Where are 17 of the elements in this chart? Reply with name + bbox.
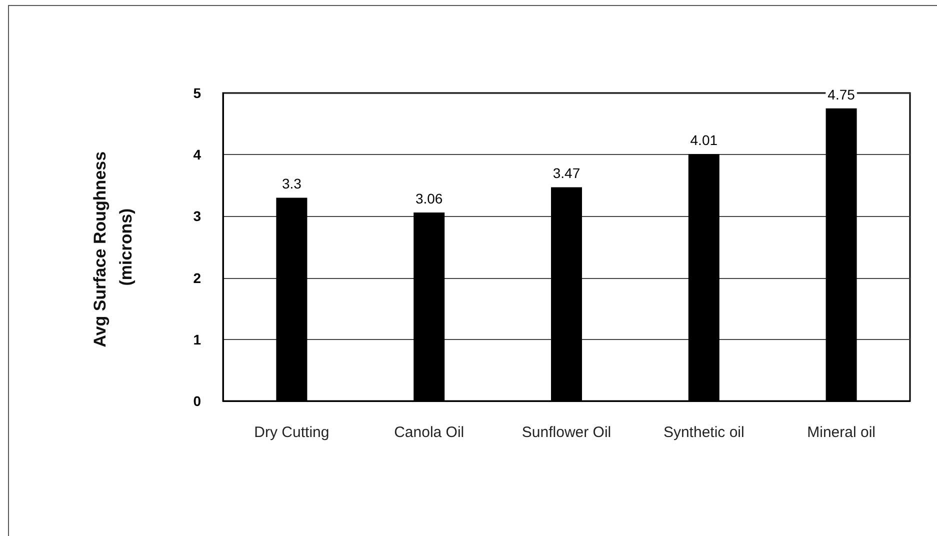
y-tick-label: 1 [193,331,202,348]
y-axis-title: Avg Surface Roughness (microns) [90,146,136,348]
x-tick-label: Synthetic oil [663,424,744,441]
data-label: 4.75 [828,86,856,102]
x-tick-label: Mineral oil [807,424,876,441]
x-tick-label: Sunflower Oil [522,424,612,441]
y-tick-label: 3 [193,208,202,224]
y-tick-label: 0 [193,393,202,409]
y-tick-label: 4 [193,146,202,163]
data-label: 3.47 [552,165,580,182]
y-tick-label: 2 [193,270,202,286]
x-tick-label: Dry Cutting [254,424,330,441]
data-label: 3.06 [415,190,443,207]
y-tick-label: 5 [193,85,202,101]
x-tick-label: Canola Oil [394,424,464,441]
data-label: 3.3 [282,176,302,192]
data-label: 4.01 [690,132,718,148]
